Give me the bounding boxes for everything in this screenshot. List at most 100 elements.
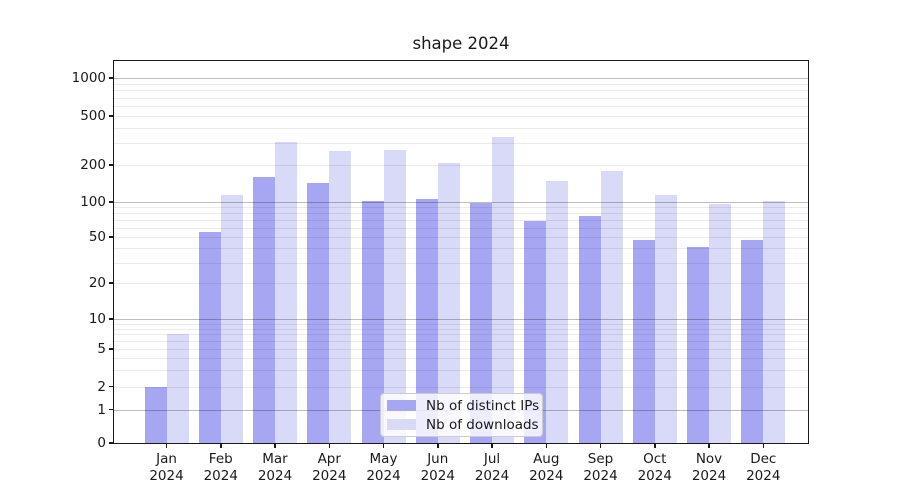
bar-downloads-jan — [166, 334, 189, 443]
y-gridline-minor — [114, 386, 808, 388]
x-tick-label-month: Apr — [317, 451, 341, 467]
bar-downloads-dec — [763, 200, 786, 443]
x-tick-mark — [708, 443, 710, 448]
y-gridline-minor — [114, 106, 808, 107]
bar-distinct-ips-oct — [632, 240, 655, 443]
legend-item: Nb of downloads — [387, 417, 539, 433]
x-tick-label-month: Feb — [208, 451, 233, 467]
y-gridline-minor — [114, 165, 808, 166]
y-tick-mark — [109, 348, 114, 350]
x-tick-mark — [382, 443, 385, 448]
x-tick-label-month: Jul — [483, 451, 501, 467]
x-tick-label-year: 2024 — [366, 468, 401, 484]
bar-downloads-mar — [275, 142, 297, 443]
y-tick-label: 20 — [88, 275, 106, 291]
y-gridline-minor — [114, 334, 808, 336]
y-gridline-minor — [114, 90, 808, 92]
x-tick-label-year: 2024 — [637, 468, 672, 484]
x-tick-label-month: Sep — [587, 451, 614, 467]
x-tick-label-month: Mar — [262, 451, 288, 467]
bar-downloads-sep — [600, 170, 623, 443]
x-tick-label-month: May — [369, 451, 398, 467]
y-gridline-minor — [114, 341, 808, 343]
bar-downloads-nov — [709, 204, 731, 443]
x-tick-label-month: Jun — [427, 451, 449, 467]
y-tick-mark — [109, 115, 114, 117]
y-tick-mark — [109, 236, 114, 238]
x-tick-label: Jul 2024 — [464, 451, 520, 485]
y-tick-mark — [109, 77, 114, 79]
x-tick-label: Nov 2024 — [681, 451, 737, 485]
x-tick-label: Apr 2024 — [301, 451, 357, 485]
bar-downloads-jul — [492, 137, 514, 443]
y-gridline-minor — [114, 116, 808, 117]
x-tick-mark — [545, 443, 547, 448]
y-gridline-minor — [114, 237, 808, 238]
bar-downloads-oct — [654, 195, 677, 443]
x-tick-label-month: Aug — [533, 451, 560, 467]
x-tick-label: Feb 2024 — [193, 451, 249, 485]
x-tick-label-year: 2024 — [312, 468, 347, 484]
y-gridline-minor — [114, 323, 808, 325]
y-tick-label: 1 — [97, 401, 106, 418]
y-gridline-major — [114, 319, 808, 320]
x-tick-label-year: 2024 — [583, 468, 618, 484]
y-gridline-minor — [114, 143, 808, 145]
y-gridline-minor — [114, 207, 808, 209]
y-tick-mark — [109, 385, 114, 388]
y-gridline-minor — [114, 248, 808, 250]
bar-distinct-ips-aug — [524, 221, 547, 443]
x-tick-mark — [328, 443, 330, 448]
y-gridline-minor — [114, 220, 808, 221]
x-tick-mark — [762, 443, 764, 448]
y-gridline-minor — [114, 369, 808, 371]
x-tick-label-year: 2024 — [746, 468, 781, 484]
x-tick-mark — [220, 443, 222, 448]
x-tick-label-month: Jan — [156, 451, 177, 467]
legend: Nb of distinct IPs Nb of downloads — [380, 393, 543, 437]
y-gridline-minor — [114, 127, 808, 129]
x-tick-label-year: 2024 — [420, 468, 455, 484]
y-gridline-minor — [114, 227, 808, 229]
bar-distinct-ips-sep — [578, 215, 601, 443]
x-tick-mark — [274, 443, 276, 448]
y-tick-label: 100 — [80, 194, 106, 210]
y-tick-label: 500 — [80, 108, 106, 124]
x-tick-label: Aug 2024 — [518, 451, 574, 485]
x-tick-label-month: Oct — [643, 451, 667, 467]
bar-distinct-ips-mar — [253, 176, 275, 443]
x-tick-label: May 2024 — [356, 451, 412, 485]
bar-distinct-ips-jan — [144, 386, 167, 443]
x-tick-label: Jun 2024 — [410, 451, 466, 485]
bar-distinct-ips-nov — [687, 246, 709, 443]
x-tick-label-year: 2024 — [203, 468, 238, 484]
bar-distinct-ips-may — [361, 201, 384, 443]
y-gridline-major — [114, 202, 808, 203]
x-tick-label-year: 2024 — [691, 468, 727, 484]
legend-swatch-distinct-ips — [387, 400, 416, 411]
x-tick-label-year: 2024 — [474, 468, 510, 484]
legend-label: Nb of downloads — [426, 416, 539, 433]
x-tick-label: Dec 2024 — [735, 451, 791, 485]
x-tick-label-year: 2024 — [529, 468, 564, 484]
x-tick-mark — [437, 443, 439, 448]
y-tick-mark — [109, 318, 114, 320]
bar-distinct-ips-apr — [307, 183, 330, 443]
y-tick-mark — [109, 164, 114, 166]
y-tick-label: 5 — [97, 341, 106, 357]
bar-downloads-apr — [329, 151, 352, 443]
y-tick-label: 0 — [97, 435, 106, 451]
y-gridline-major — [114, 78, 808, 79]
x-tick-mark — [654, 443, 656, 448]
y-gridline-minor — [114, 213, 808, 215]
x-tick-label: Sep 2024 — [573, 451, 629, 485]
y-gridline-minor — [114, 358, 808, 360]
legend-item: Nb of distinct IPs — [387, 398, 539, 414]
y-tick-label: 200 — [80, 157, 106, 173]
y-tick-mark — [109, 442, 114, 444]
x-tick-label-year: 2024 — [257, 468, 293, 484]
bar-downloads-may — [383, 149, 406, 443]
bar-distinct-ips-jul — [470, 203, 492, 443]
y-tick-label: 1000 — [71, 70, 106, 86]
